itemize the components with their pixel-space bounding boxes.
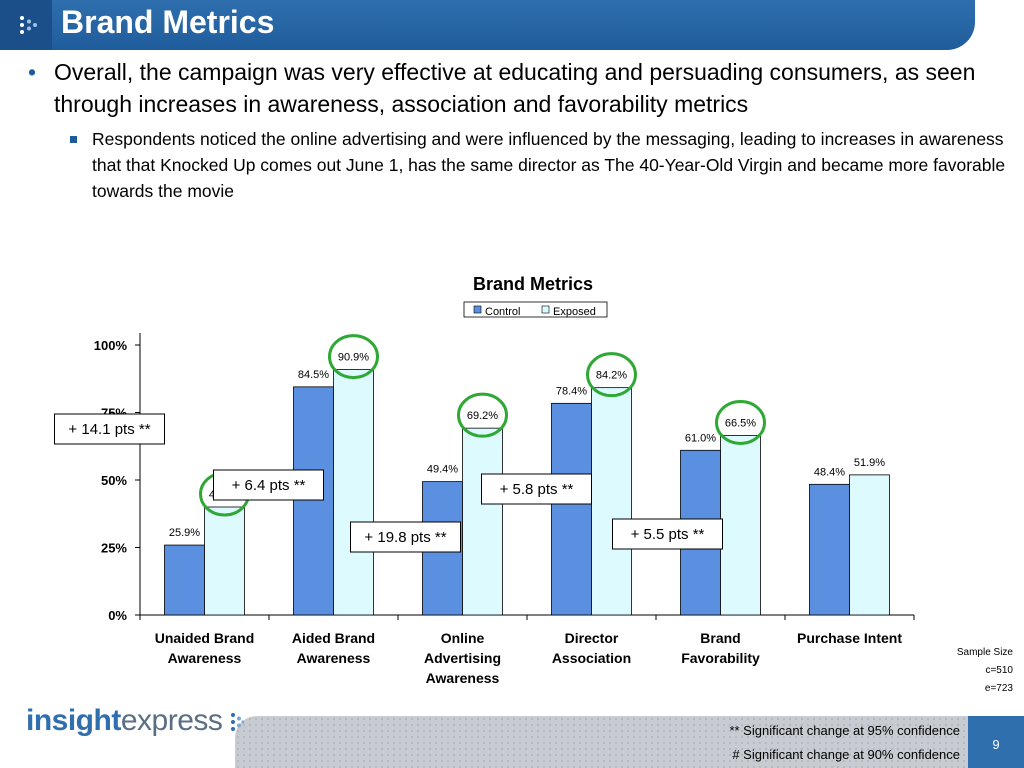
- insightexpress-logo: insightexpress: [26, 704, 245, 738]
- footer-band: [235, 716, 1024, 768]
- callout-text: + 6.4 pts **: [232, 477, 306, 494]
- control-bar: [164, 544, 205, 616]
- logo-dots-icon: [231, 713, 245, 732]
- control-value-label: 61.0%: [685, 432, 716, 444]
- control-value-label: 78.4%: [556, 385, 587, 397]
- exposed-bar: [720, 435, 761, 616]
- control-bar: [293, 386, 334, 616]
- y-tick-label: 25%: [101, 541, 127, 556]
- y-tick-label: 100%: [94, 338, 128, 353]
- logo-insight: insight: [26, 704, 121, 737]
- category-label: Purchase Intent: [797, 630, 902, 646]
- control-bar: [551, 402, 592, 616]
- category-label: Unaided Brand: [155, 630, 255, 646]
- category-label: Awareness: [168, 650, 242, 666]
- category-label: Brand: [700, 630, 740, 646]
- legend-box: [463, 301, 608, 318]
- significance-circle: [328, 334, 379, 380]
- legend-swatch-exposed: [541, 305, 550, 314]
- category-label: Online: [441, 630, 485, 646]
- sample-size-exposed: e=723: [984, 683, 1013, 694]
- exposed-value-label: 90.9%: [338, 352, 369, 364]
- category-label: Director: [565, 630, 619, 646]
- legend-swatch-control: [473, 305, 482, 314]
- main-bullet-text: Overall, the campaign was very effective…: [54, 59, 976, 117]
- exposed-value-label: 51.9%: [854, 457, 885, 469]
- legend-label-exposed: Exposed: [553, 306, 596, 318]
- page-number: 9: [992, 737, 1000, 752]
- significance-circle: [715, 399, 766, 445]
- page-number-box: [968, 716, 1024, 768]
- callout-box: [213, 469, 324, 501]
- callout-box: [54, 413, 165, 445]
- footnote-95: ** Significant change at 95% confidence: [729, 723, 960, 738]
- bullet-dot-icon: •: [28, 59, 37, 85]
- sub-bullet-text: Respondents noticed the online advertisi…: [92, 129, 1006, 201]
- callout-text: + 5.5 pts **: [631, 526, 705, 543]
- category-label: Aided Brand: [292, 630, 375, 646]
- exposed-bar: [591, 387, 632, 616]
- category-label: Awareness: [426, 670, 500, 686]
- footnote-90: # Significant change at 90% confidence: [732, 747, 960, 762]
- exposed-value-label: 84.2%: [596, 370, 627, 382]
- exposed-bar: [462, 427, 503, 616]
- category-label: Advertising: [424, 650, 501, 666]
- callout-box: [481, 473, 592, 505]
- y-tick-label: 0%: [108, 608, 127, 623]
- control-value-label: 49.4%: [427, 464, 458, 476]
- y-tick-label: 50%: [101, 473, 127, 488]
- exposed-bar: [333, 369, 374, 616]
- category-label: Awareness: [297, 650, 371, 666]
- header-dots-icon: [0, 0, 52, 50]
- sample-size-title: Sample Size: [956, 647, 1013, 658]
- callout-text: + 5.8 pts **: [500, 481, 574, 498]
- callout-box: [350, 521, 461, 553]
- exposed-value-label: 69.2%: [467, 410, 498, 422]
- callout-box: [612, 518, 723, 550]
- legend-label-control: Control: [485, 306, 520, 318]
- page-title: Brand Metrics: [61, 4, 275, 40]
- exposed-bar: [204, 506, 245, 616]
- category-label: Favorability: [681, 650, 760, 666]
- chart-title: Brand Metrics: [473, 274, 593, 294]
- logo-express: express: [120, 704, 223, 737]
- significance-circle: [586, 352, 637, 398]
- control-bar: [809, 483, 850, 616]
- sample-size-control: c=510: [985, 665, 1013, 676]
- control-value-label: 48.4%: [814, 466, 845, 478]
- header-bar: Brand Metrics: [0, 0, 975, 50]
- bullet-square-icon: [70, 136, 77, 143]
- control-value-label: 84.5%: [298, 369, 329, 381]
- callout-text: + 19.8 pts **: [364, 529, 446, 546]
- significance-circle: [457, 392, 508, 438]
- category-label: Association: [552, 650, 631, 666]
- control-value-label: 25.9%: [169, 527, 200, 539]
- callout-text: + 14.1 pts **: [68, 421, 150, 438]
- exposed-bar: [849, 474, 890, 616]
- exposed-value-label: 66.5%: [725, 417, 756, 429]
